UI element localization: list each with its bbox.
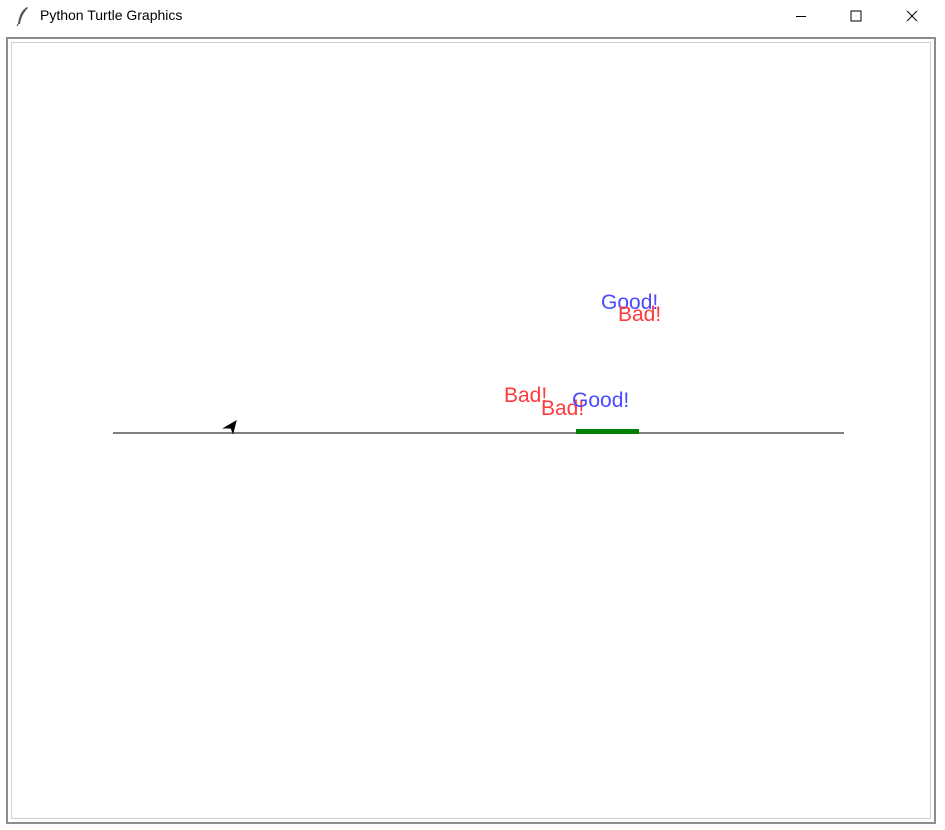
close-button[interactable] xyxy=(885,0,939,32)
turtle-canvas[interactable] xyxy=(11,42,931,819)
turtle-canvas-frame xyxy=(6,37,936,824)
title-bar[interactable]: Python Turtle Graphics xyxy=(0,0,945,32)
feather-icon xyxy=(16,7,28,26)
window-title: Python Turtle Graphics xyxy=(40,7,183,23)
maximize-button[interactable] xyxy=(829,0,883,32)
minimize-button[interactable] xyxy=(774,0,828,32)
maximize-icon xyxy=(850,10,862,22)
close-icon xyxy=(906,10,918,22)
minimize-icon xyxy=(796,16,806,17)
